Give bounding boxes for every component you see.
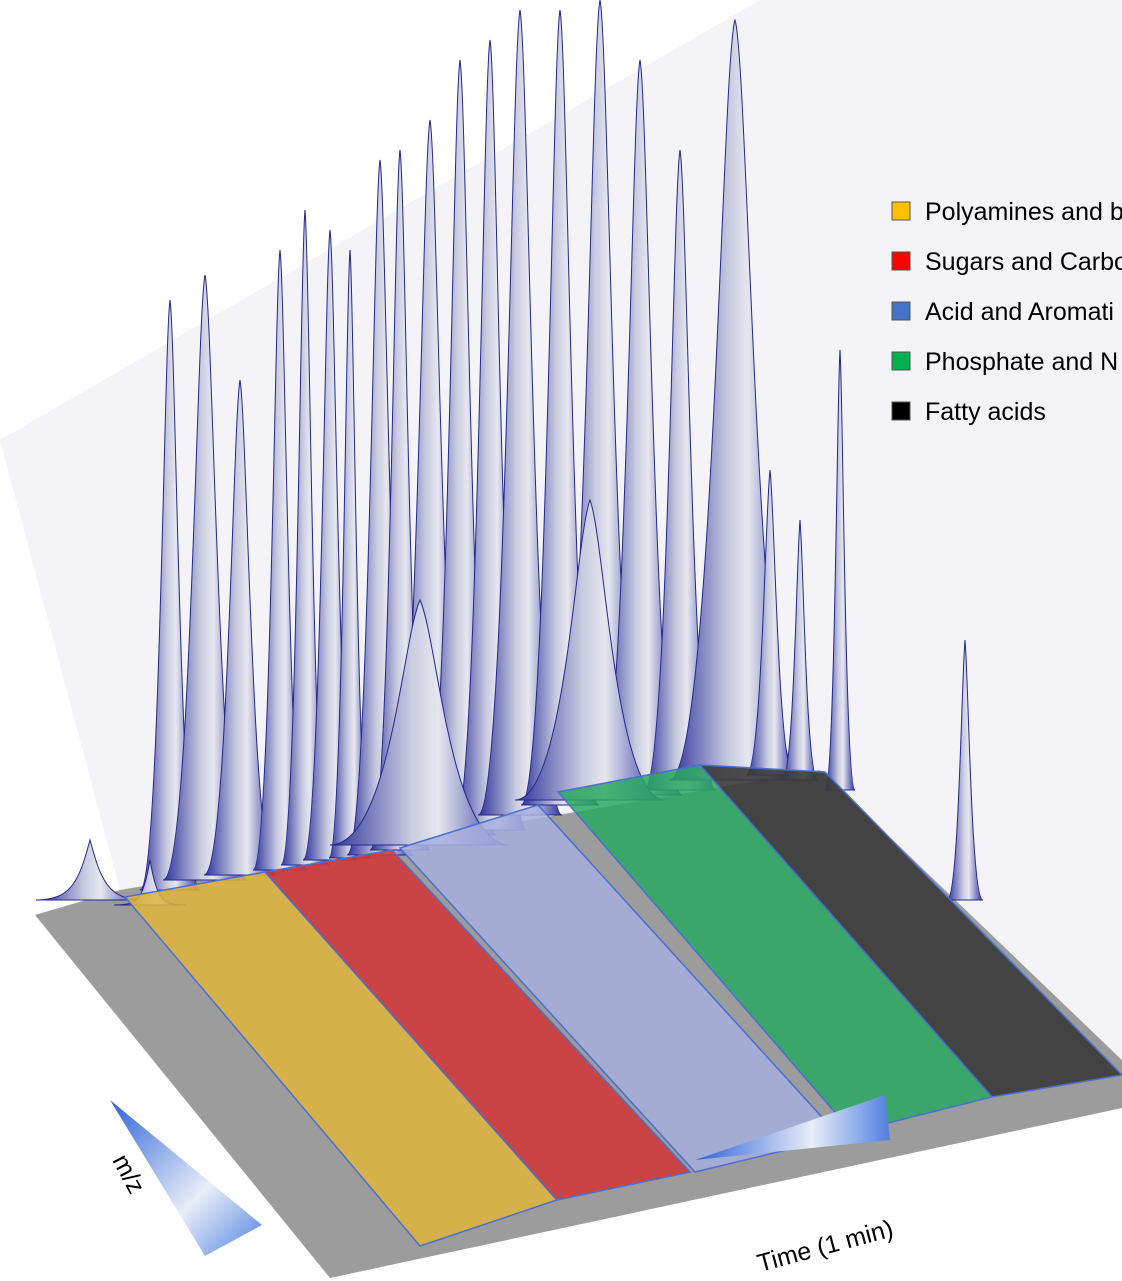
x-axis-label: Time (1 min) bbox=[754, 1215, 896, 1278]
legend-label: Acid and Aromati bbox=[925, 298, 1114, 326]
legend-swatch bbox=[892, 252, 910, 270]
y-axis-label: m/z bbox=[107, 1150, 151, 1199]
legend-swatch bbox=[892, 402, 910, 420]
figure: m/z Time (1 min) Polyamines and b Sugars … bbox=[0, 0, 1122, 1281]
legend-label: Polyamines and b bbox=[925, 198, 1122, 226]
legend-label: Sugars and Carbo bbox=[925, 248, 1122, 276]
legend-label: Fatty acids bbox=[925, 398, 1046, 426]
legend-swatch bbox=[892, 352, 910, 370]
legend-label: Phosphate and N bbox=[925, 348, 1118, 376]
surface bbox=[0, 0, 1122, 1278]
legend-swatch bbox=[892, 202, 910, 220]
legend-swatch bbox=[892, 302, 910, 320]
